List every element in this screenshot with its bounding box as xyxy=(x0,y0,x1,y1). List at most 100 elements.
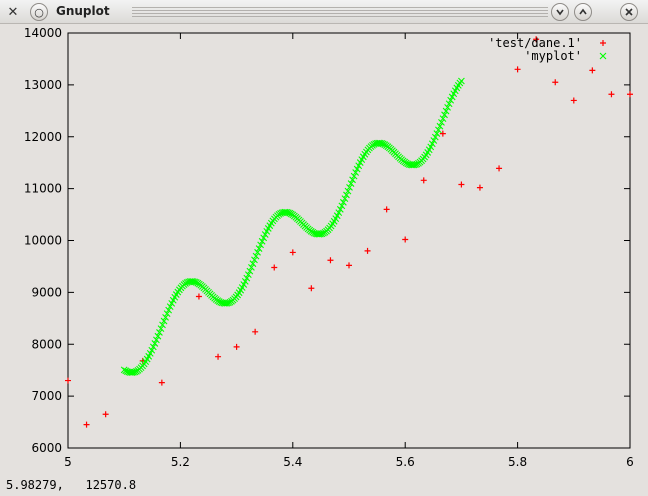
window-menu-icon[interactable]: ○ xyxy=(30,3,48,21)
x-tick-label: 5 xyxy=(64,455,72,469)
x-tick-label: 5.6 xyxy=(396,455,415,469)
function-point xyxy=(341,195,349,203)
data-point xyxy=(608,91,615,98)
data-point xyxy=(346,262,352,269)
function-point xyxy=(248,264,255,271)
data-point xyxy=(327,257,334,264)
x-tick-label: 6 xyxy=(626,455,634,469)
function-point xyxy=(430,137,438,144)
function-point xyxy=(251,256,258,264)
function-point xyxy=(243,274,251,282)
y-tick-label: 11000 xyxy=(24,182,62,196)
chevron-down-icon xyxy=(556,9,564,16)
data-point xyxy=(552,79,559,86)
data-point xyxy=(252,328,259,335)
function-point xyxy=(444,103,451,111)
function-point xyxy=(166,303,174,311)
maximize-button[interactable] xyxy=(574,3,592,21)
function-point xyxy=(441,111,448,119)
function-point xyxy=(435,126,442,134)
function-point xyxy=(344,187,352,195)
data-point xyxy=(589,67,596,74)
data-point xyxy=(289,249,296,256)
data-point xyxy=(233,343,240,350)
function-point xyxy=(438,119,445,126)
function-point xyxy=(338,202,346,210)
function-point xyxy=(349,176,356,184)
function-point xyxy=(249,260,257,268)
gnuplot-x-icon[interactable]: ✕ xyxy=(7,4,19,20)
x-tick-label: 5.8 xyxy=(508,455,527,469)
function-point xyxy=(157,325,165,333)
data-point xyxy=(83,421,90,428)
function-point xyxy=(257,241,265,249)
y-tick-label: 10000 xyxy=(24,234,62,248)
function-point xyxy=(156,329,163,336)
function-point xyxy=(244,271,252,279)
series-layer xyxy=(65,36,633,428)
data-point xyxy=(496,165,503,172)
y-tick-label: 8000 xyxy=(31,337,62,351)
x-tick-label: 5.4 xyxy=(283,455,302,469)
window-title: Gnuplot xyxy=(56,4,110,18)
y-tick-label: 14000 xyxy=(24,26,62,40)
close-icon xyxy=(625,8,633,16)
function-point xyxy=(343,191,350,199)
data-point xyxy=(627,91,633,98)
function-point xyxy=(346,183,353,191)
plot-border xyxy=(67,32,631,449)
axes: 5 5.2 5.4 5.6 5.8 6 6000 7000 8000 9000 10000 11000… xyxy=(24,26,634,469)
function-point xyxy=(149,343,157,351)
function-point xyxy=(163,310,171,318)
function-point xyxy=(152,336,160,344)
function-point xyxy=(159,321,166,329)
legend-label: 'test/dane.1' xyxy=(488,36,582,50)
legend-marker xyxy=(599,52,607,60)
function-point xyxy=(160,317,168,325)
minimize-button[interactable] xyxy=(551,3,569,21)
data-point xyxy=(195,293,202,300)
function-point xyxy=(151,340,159,347)
plot-canvas[interactable]: 5 5.2 5.4 5.6 5.8 6 6000 7000 8000 9000 10000 11000… xyxy=(0,24,648,476)
function-point xyxy=(353,165,361,173)
data-point xyxy=(420,177,427,184)
function-point xyxy=(258,237,266,245)
function-point xyxy=(252,252,260,260)
y-tick-label: 13000 xyxy=(24,78,62,92)
y-tick-label: 6000 xyxy=(31,441,62,455)
function-point xyxy=(458,77,465,85)
legend: 'test/dane.1''myplot' xyxy=(488,36,607,63)
function-point xyxy=(439,115,447,123)
function-point xyxy=(255,245,263,252)
function-point xyxy=(336,205,344,213)
function-point xyxy=(352,169,360,176)
y-tick-label: 7000 xyxy=(31,389,62,403)
function-point xyxy=(246,267,254,275)
data-point xyxy=(383,206,390,213)
function-point xyxy=(335,209,343,216)
function-point xyxy=(436,122,444,130)
function-point xyxy=(428,140,436,148)
function-point xyxy=(347,180,355,187)
close-button[interactable] xyxy=(620,3,638,21)
title-bar: ✕ ○ Gnuplot xyxy=(0,0,648,24)
function-point xyxy=(165,306,173,314)
title-bar-grip[interactable] xyxy=(132,7,548,17)
function-point xyxy=(260,234,268,242)
x-tick-label: 5.2 xyxy=(171,455,190,469)
data-point xyxy=(65,377,71,384)
legend-label: 'myplot' xyxy=(524,49,582,63)
data-point xyxy=(533,36,540,43)
data-point xyxy=(476,184,483,191)
function-point xyxy=(148,346,156,354)
data-point xyxy=(514,66,521,73)
function-point xyxy=(433,130,441,137)
data-point xyxy=(102,411,109,418)
data-point xyxy=(570,97,577,104)
data-point xyxy=(439,130,446,137)
chevron-up-icon xyxy=(579,8,587,15)
function-point xyxy=(339,198,347,206)
function-point xyxy=(162,313,169,321)
y-tick-label: 9000 xyxy=(31,285,62,299)
y-tick-label: 12000 xyxy=(24,130,62,144)
